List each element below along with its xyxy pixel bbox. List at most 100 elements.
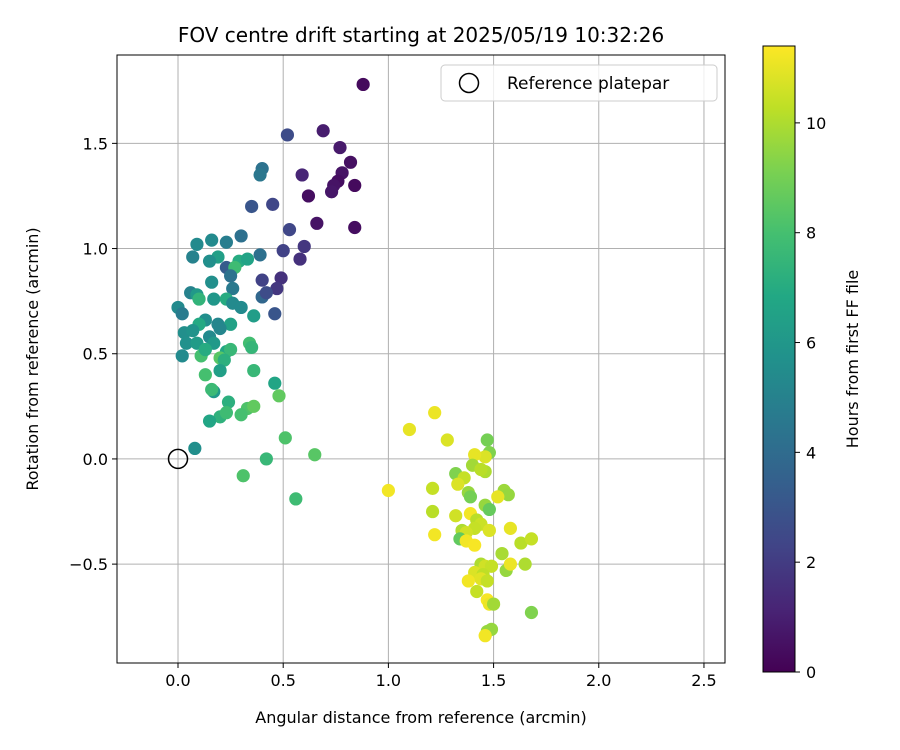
- colorbar-tick-label: 10: [806, 114, 826, 133]
- scatter-point: [199, 343, 212, 356]
- x-axis-label: Angular distance from reference (arcmin): [255, 708, 586, 727]
- scatter-point: [247, 400, 260, 413]
- legend-label: Reference platepar: [507, 74, 669, 94]
- scatter-point: [256, 274, 269, 287]
- x-axis-ticks: 0.0 0.5 1.0 1.5 2.0 2.5: [165, 663, 716, 690]
- colorbar-tick-label: 4: [806, 443, 816, 462]
- scatter-point: [525, 532, 538, 545]
- scatter-point: [426, 505, 439, 518]
- scatter-point: [403, 423, 416, 436]
- legend: Reference platepar: [441, 65, 717, 101]
- scatter-point: [253, 168, 266, 181]
- scatter-point: [317, 124, 330, 137]
- scatter-point: [481, 574, 494, 587]
- colorbar: 0 2 4 6 8 10 Hours from first FF file: [763, 46, 862, 682]
- scatter-point: [504, 522, 517, 535]
- scatter-point: [213, 322, 226, 335]
- colorbar-tick-label: 2: [806, 553, 816, 572]
- scatter-point: [474, 463, 487, 476]
- scatter-point: [190, 238, 203, 251]
- scatter-point: [470, 585, 483, 598]
- scatter-point: [253, 248, 266, 261]
- scatter-point: [310, 217, 323, 230]
- scatter-point: [491, 490, 504, 503]
- scatter-point: [272, 389, 285, 402]
- scatter-point: [277, 244, 290, 257]
- scatter-point: [266, 198, 279, 211]
- colorbar-gradient: [763, 46, 795, 672]
- scatter-point: [462, 574, 475, 587]
- scatter-point: [302, 189, 315, 202]
- colorbar-ticks: 0 2 4 6 8 10: [795, 114, 826, 682]
- scatter-point: [213, 364, 226, 377]
- x-tick-label: 0.5: [270, 671, 295, 690]
- scatter-point: [260, 286, 273, 299]
- colorbar-label: Hours from first FF file: [843, 270, 862, 449]
- y-tick-label: 1.0: [83, 240, 108, 259]
- scatter-point: [279, 431, 292, 444]
- scatter-point: [247, 364, 260, 377]
- scatter-point: [224, 269, 237, 282]
- scatter-point: [348, 221, 361, 234]
- scatter-point: [186, 250, 199, 263]
- y-tick-label: −0.5: [69, 555, 108, 574]
- scatter-point: [426, 482, 439, 495]
- plot-area-frame: [117, 55, 725, 663]
- scatter-point: [308, 448, 321, 461]
- scatter-point: [281, 128, 294, 141]
- chart-title: FOV centre drift starting at 2025/05/19 …: [178, 23, 664, 47]
- scatter-point: [481, 433, 494, 446]
- x-tick-label: 1.0: [376, 671, 401, 690]
- scatter-point: [289, 492, 302, 505]
- x-tick-label: 2.0: [586, 671, 611, 690]
- y-tick-label: 0.0: [83, 450, 108, 469]
- scatter-point: [176, 349, 189, 362]
- scatter-point: [525, 606, 538, 619]
- scatter-point: [468, 539, 481, 552]
- scatter-point: [245, 341, 258, 354]
- scatter-point: [348, 179, 361, 192]
- scatter-point: [325, 185, 338, 198]
- x-tick-label: 0.0: [165, 671, 190, 690]
- scatter-point: [237, 469, 250, 482]
- scatter-point: [192, 292, 205, 305]
- colorbar-tick-label: 0: [806, 663, 816, 682]
- scatter-point: [428, 528, 441, 541]
- scatter-point: [357, 78, 370, 91]
- scatter-point: [504, 558, 517, 571]
- scatter-point: [241, 252, 254, 265]
- scatter-point: [235, 301, 248, 314]
- scatter-point: [203, 414, 216, 427]
- scatter-point: [207, 292, 220, 305]
- scatter-point: [296, 168, 309, 181]
- scatter-point: [495, 547, 508, 560]
- y-axis-label: Rotation from reference (arcmin): [23, 227, 42, 490]
- scatter-point: [235, 229, 248, 242]
- scatter-point: [205, 234, 218, 247]
- scatter-point: [247, 309, 260, 322]
- scatter-point: [479, 629, 492, 642]
- scatter-point: [235, 408, 248, 421]
- scatter-point: [449, 509, 462, 522]
- scatter-point: [205, 383, 218, 396]
- scatter-point: [441, 433, 454, 446]
- scatter-point: [260, 452, 273, 465]
- colorbar-tick-label: 6: [806, 334, 816, 353]
- scatter-point: [186, 324, 199, 337]
- grid: [117, 55, 725, 663]
- scatter-point: [176, 307, 189, 320]
- colorbar-tick-label: 8: [806, 224, 816, 243]
- scatter-point: [519, 558, 532, 571]
- scatter-point: [451, 478, 464, 491]
- scatter-point: [382, 484, 395, 497]
- y-axis-ticks: −0.5 0.0 0.5 1.0 1.5: [69, 134, 117, 574]
- y-tick-label: 0.5: [83, 345, 108, 364]
- scatter-point: [333, 141, 346, 154]
- scatter-point: [344, 156, 357, 169]
- scatter-point: [428, 406, 441, 419]
- scatter-point: [220, 236, 233, 249]
- x-tick-label: 1.5: [481, 671, 506, 690]
- scatter-point: [268, 377, 281, 390]
- scatter-point: [205, 276, 218, 289]
